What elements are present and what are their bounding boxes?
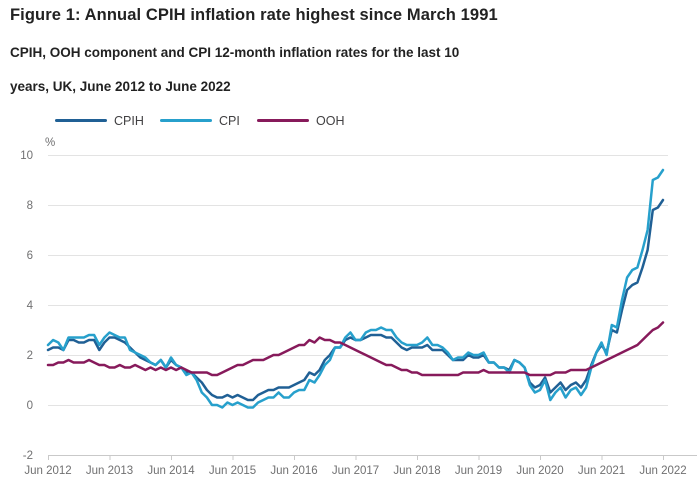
legend-item-ooh[interactable]: OOH: [257, 112, 344, 129]
legend-item-cpi[interactable]: CPI: [160, 112, 240, 129]
x-tick-label: Jun 2020: [516, 465, 563, 477]
x-tick-label: Jun 2014: [147, 465, 195, 477]
cpi-line[interactable]: [46, 168, 665, 409]
x-tick-label: Jun 2015: [209, 465, 256, 477]
x-tick-label: Jun 2012: [24, 465, 71, 477]
subtitle-line-1: CPIH, OOH component and CPI 12-month inf…: [10, 45, 460, 60]
y-tick-label: -2: [23, 450, 33, 462]
y-tick-label: 10: [20, 150, 33, 162]
y-tick-label: 2: [27, 350, 33, 362]
legend-label-cpi: CPI: [219, 113, 240, 128]
legend-label-ooh: OOH: [316, 113, 345, 128]
legend-item-cpih[interactable]: CPIH: [55, 112, 144, 129]
chart-legend: CPIH CPI OOH: [0, 112, 700, 130]
y-tick-label: 0: [27, 400, 33, 412]
figure-title: Figure 1: Annual CPIH inflation rate hig…: [10, 6, 498, 24]
cpi-line-swatch-icon: [160, 119, 212, 122]
x-tick-label: Jun 2013: [86, 465, 133, 477]
y-tick-label: 8: [27, 200, 33, 212]
cpih-line-swatch-icon: [55, 119, 107, 122]
y-tick-label: 4: [27, 300, 34, 312]
x-tick-label: Jun 2017: [332, 465, 379, 477]
x-tick-label: Jun 2021: [578, 465, 625, 477]
y-tick-label: 6: [27, 250, 33, 262]
y-axis-unit-label: %: [45, 137, 56, 149]
ooh-line[interactable]: [46, 321, 665, 377]
ooh-line-swatch-icon: [257, 119, 309, 122]
subtitle-line-2: years, UK, June 2012 to June 2022: [10, 79, 231, 94]
x-tick-label: Jun 2022: [639, 465, 686, 477]
x-tick-label: Jun 2019: [455, 465, 502, 477]
figure-subtitle: CPIH, OOH component and CPI 12-month inf…: [10, 36, 530, 104]
x-tick-label: Jun 2016: [270, 465, 317, 477]
legend-label-cpih: CPIH: [114, 113, 144, 128]
x-tick-label: Jun 2018: [393, 465, 440, 477]
